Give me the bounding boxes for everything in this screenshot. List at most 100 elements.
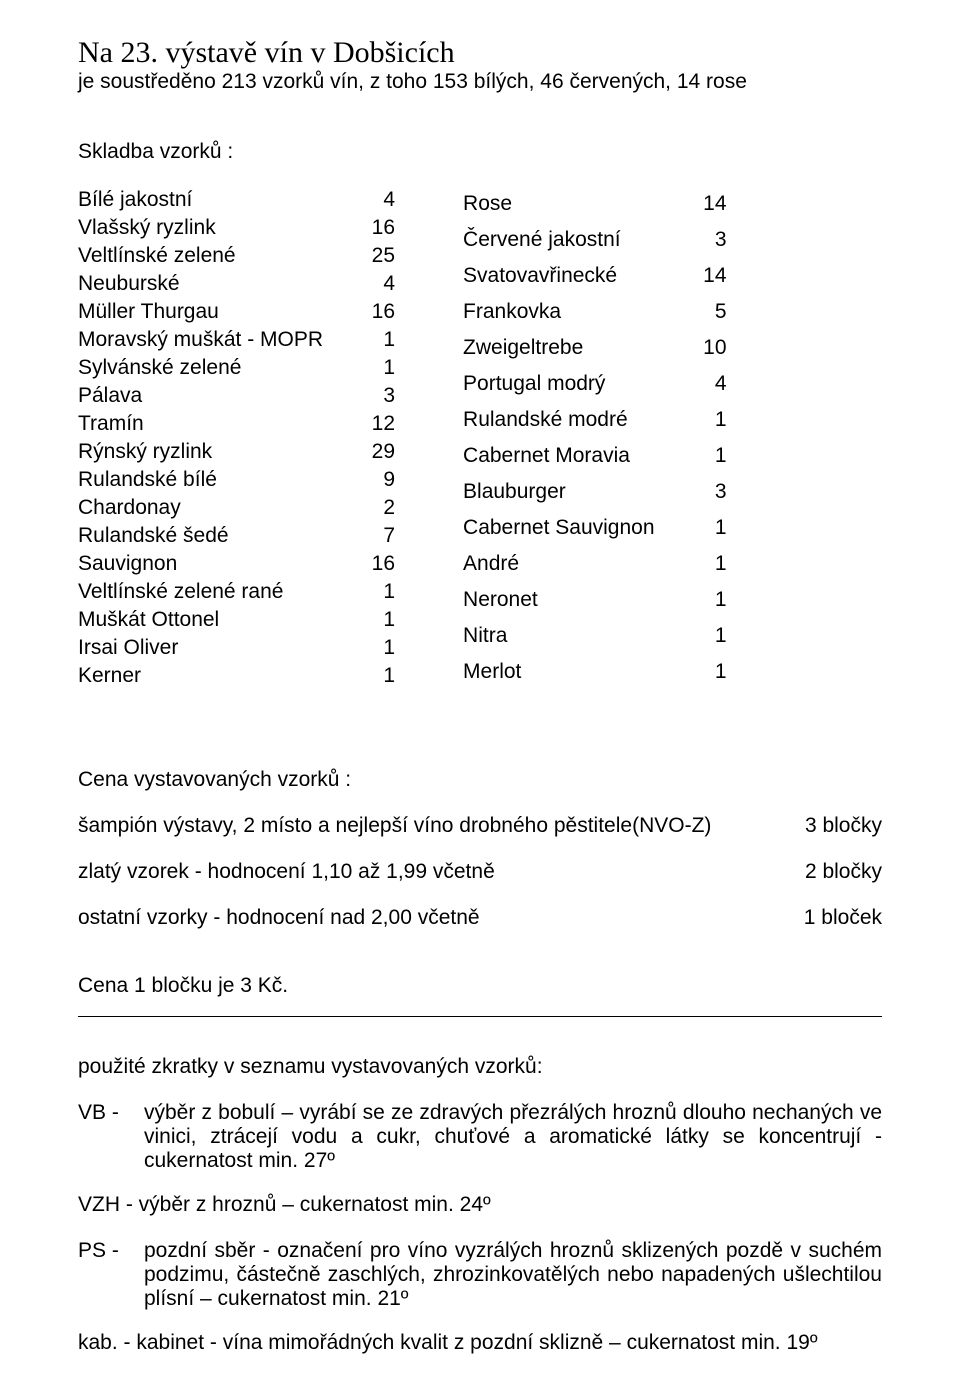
abbreviation-text: pozdní sběr - označení pro víno vyzrálýc… <box>144 1239 882 1311</box>
variety-count: 1 <box>323 354 395 382</box>
variety-name: Sylvánské zelené <box>78 354 323 382</box>
variety-name: Bílé jakostní <box>78 186 323 214</box>
abbreviations-section: použité zkratky v seznamu vystavovaných … <box>78 1055 882 1355</box>
table-row: Rulandské bílé9 <box>78 466 395 494</box>
price-value: 3 bločky <box>805 814 882 838</box>
table-row: Kerner1 <box>78 662 395 690</box>
variety-name: Nitra <box>463 618 654 654</box>
page-subtitle: je soustředěno 213 vzorků vín, z toho 15… <box>78 70 882 94</box>
variety-count: 1 <box>655 546 727 582</box>
table-row: Veltlínské zelené25 <box>78 242 395 270</box>
variety-count: 5 <box>655 294 727 330</box>
table-row: Rulandské šedé7 <box>78 522 395 550</box>
variety-name: Tramín <box>78 410 323 438</box>
table-row: Chardonay2 <box>78 494 395 522</box>
title-sub: je soustředěno 213 vzorků vín, z toho 15… <box>78 70 747 93</box>
abbreviation-row: kab. - kabinet - vína mimořádných kvalit… <box>78 1331 882 1355</box>
table-row: Rulandské modré1 <box>463 402 726 438</box>
table-row: Blauburger3 <box>463 474 726 510</box>
variety-name: Vlašský ryzlink <box>78 214 323 242</box>
variety-name: Veltlínské zelené rané <box>78 578 323 606</box>
table-row: Portugal modrý4 <box>463 366 726 402</box>
table-row: André1 <box>463 546 726 582</box>
separator-line <box>78 1016 882 1017</box>
price-value: 1 bloček <box>804 906 882 930</box>
variety-name: Merlot <box>463 654 654 690</box>
table-row: Cabernet Moravia1 <box>463 438 726 474</box>
table-row: Tramín12 <box>78 410 395 438</box>
variety-count: 16 <box>323 214 395 242</box>
variety-count: 1 <box>655 510 727 546</box>
composition-columns: Bílé jakostní4Vlašský ryzlink16Veltlínsk… <box>78 186 882 690</box>
table-row: Pálava3 <box>78 382 395 410</box>
price-line: ostatní vzorky - hodnocení nad 2,00 včet… <box>78 906 882 930</box>
table-row: Cabernet Sauvignon1 <box>463 510 726 546</box>
table-row: Sylvánské zelené1 <box>78 354 395 382</box>
variety-name: Muškát Ottonel <box>78 606 323 634</box>
composition-heading: Skladba vzorků : <box>78 140 882 164</box>
variety-count: 4 <box>323 270 395 298</box>
variety-name: Moravský muškát - MOPR <box>78 326 323 354</box>
variety-count: 29 <box>323 438 395 466</box>
table-row: Vlašský ryzlink16 <box>78 214 395 242</box>
table-row: Zweigeltrebe10 <box>463 330 726 366</box>
variety-count: 1 <box>655 654 727 690</box>
variety-count: 4 <box>655 366 727 402</box>
variety-count: 25 <box>323 242 395 270</box>
variety-name: Frankovka <box>463 294 654 330</box>
price-line: zlatý vzorek - hodnocení 1,10 až 1,99 vč… <box>78 860 882 884</box>
variety-count: 16 <box>323 298 395 326</box>
variety-count: 3 <box>655 222 727 258</box>
table-row: Moravský muškát - MOPR1 <box>78 326 395 354</box>
page-title: Na 23. výstavě vín v Dobšicích <box>78 36 882 70</box>
variety-count: 1 <box>323 634 395 662</box>
variety-name: Neronet <box>463 582 654 618</box>
price-value: 2 bločky <box>805 860 882 884</box>
title-main: Na 23. výstavě vín v Dobšicích <box>78 36 455 69</box>
variety-name: Müller Thurgau <box>78 298 323 326</box>
table-row: Rose14 <box>463 186 726 222</box>
table-row: Červené jakostní3 <box>463 222 726 258</box>
variety-count: 9 <box>323 466 395 494</box>
variety-name: Kerner <box>78 662 323 690</box>
table-row: Bílé jakostní4 <box>78 186 395 214</box>
price-label: zlatý vzorek - hodnocení 1,10 až 1,99 vč… <box>78 860 495 884</box>
variety-count: 3 <box>323 382 395 410</box>
price-label: ostatní vzorky - hodnocení nad 2,00 včet… <box>78 906 480 930</box>
variety-count: 3 <box>655 474 727 510</box>
table-row: Müller Thurgau16 <box>78 298 395 326</box>
table-row: Frankovka5 <box>463 294 726 330</box>
block-price: Cena 1 bločku je 3 Kč. <box>78 974 882 998</box>
right-variety-table: Rose14Červené jakostní3Svatovavřinecké14… <box>463 186 726 690</box>
variety-count: 1 <box>655 438 727 474</box>
table-row: Svatovavřinecké14 <box>463 258 726 294</box>
abbreviation-label: VB - <box>78 1101 144 1173</box>
prices-heading: Cena vystavovaných vzorků : <box>78 768 882 792</box>
variety-count: 4 <box>323 186 395 214</box>
variety-count: 14 <box>655 186 727 222</box>
table-row: Rýnský ryzlink29 <box>78 438 395 466</box>
variety-count: 10 <box>655 330 727 366</box>
variety-name: Rose <box>463 186 654 222</box>
variety-name: Pálava <box>78 382 323 410</box>
variety-name: Chardonay <box>78 494 323 522</box>
variety-name: Blauburger <box>463 474 654 510</box>
table-row: Neronet1 <box>463 582 726 618</box>
variety-name: Rulandské bílé <box>78 466 323 494</box>
table-row: Nitra1 <box>463 618 726 654</box>
variety-name: Irsai Oliver <box>78 634 323 662</box>
variety-name: Rýnský ryzlink <box>78 438 323 466</box>
variety-count: 1 <box>323 578 395 606</box>
table-row: Merlot1 <box>463 654 726 690</box>
variety-count: 1 <box>655 618 727 654</box>
variety-name: Svatovavřinecké <box>463 258 654 294</box>
variety-count: 1 <box>655 582 727 618</box>
price-line: šampión výstavy, 2 místo a nejlepší víno… <box>78 814 882 838</box>
table-row: Muškát Ottonel1 <box>78 606 395 634</box>
variety-count: 12 <box>323 410 395 438</box>
prices-section: Cena vystavovaných vzorků : šampión výst… <box>78 768 882 1017</box>
table-row: Irsai Oliver1 <box>78 634 395 662</box>
table-row: Neuburské4 <box>78 270 395 298</box>
variety-count: 1 <box>323 662 395 690</box>
variety-name: Neuburské <box>78 270 323 298</box>
